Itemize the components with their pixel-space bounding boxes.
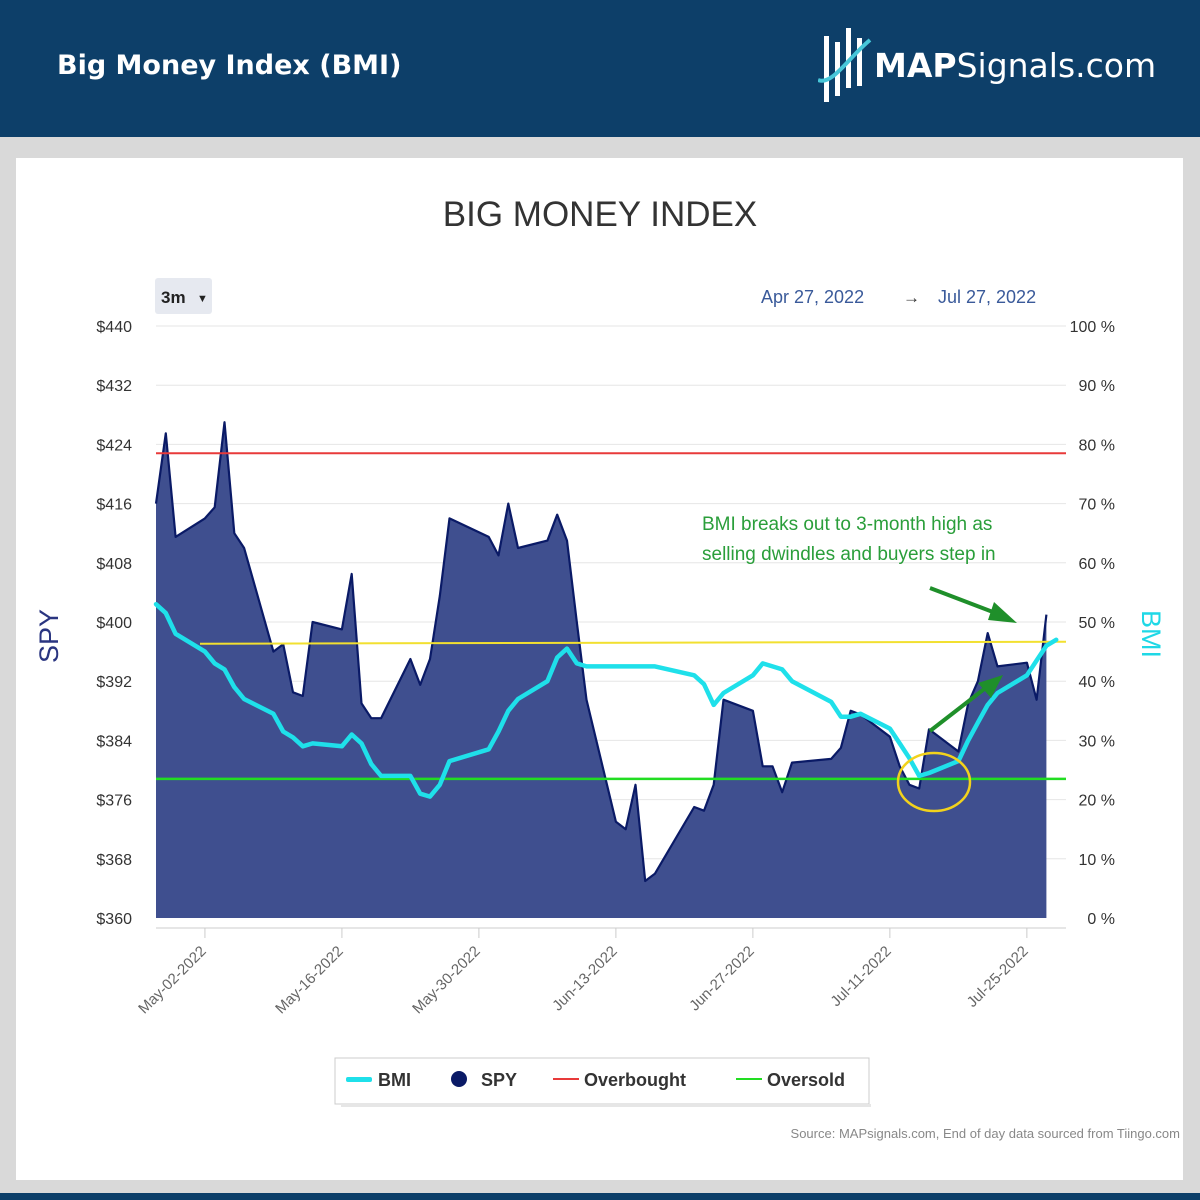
legend-item-spy[interactable]: SPY (451, 1070, 517, 1090)
x-tick-label: Jul-11-2022 (827, 943, 894, 1010)
legend-box: BMI SPY Overbought Oversold (334, 1057, 871, 1107)
legend-label-oversold: Oversold (767, 1070, 845, 1090)
y-tick-label: $368 (96, 852, 132, 869)
y-tick-label: $360 (96, 911, 132, 928)
breakout-level-line (199, 640, 1067, 645)
y2-tick-label: 80 % (1079, 437, 1115, 454)
chart-card: $440 $432 $424 $416 $408 $400 $392 $384 $376 $368… (16, 158, 1183, 1180)
date-range-end[interactable]: Jul 27, 2022 (938, 287, 1036, 307)
legend-item-bmi[interactable]: BMI (346, 1070, 411, 1090)
date-range-arrow: → (903, 288, 920, 307)
bmi-line (153, 601, 1059, 799)
y-tick-label: $408 (96, 556, 132, 573)
bottom-bar (0, 1193, 1200, 1200)
legend-label-bmi: BMI (378, 1070, 411, 1090)
annotation-line-2: selling dwindles and buyers step in (702, 544, 996, 565)
y2-tick-label: 90 % (1079, 378, 1115, 395)
spy-series (154, 421, 1048, 918)
annotation-arrow-upper (929, 586, 1017, 623)
page-title: Big Money Index (BMI) (57, 50, 402, 81)
legend-label-spy: SPY (481, 1070, 517, 1090)
legend-item-oversold[interactable]: Oversold (736, 1070, 845, 1090)
legend-label-overbought: Overbought (584, 1070, 686, 1090)
date-range-start[interactable]: Apr 27, 2022 (761, 287, 864, 307)
y2-axis-label: BMI (1136, 610, 1166, 658)
highlight-circle (896, 751, 972, 813)
source-note[interactable]: Source: MAPsignals.com, End of day data … (791, 1126, 1180, 1141)
brand-regular: Signals.com (956, 46, 1157, 85)
bmi-chart: $440 $432 $424 $416 $408 $400 $392 $384 $376 $368… (34, 195, 1180, 1141)
level-lines (156, 452, 1067, 781)
x-tick-label: May-02-2022 (135, 943, 210, 1018)
y2-tick-label: 10 % (1079, 852, 1115, 869)
y-tick-label: $424 (96, 437, 132, 454)
y2-tick-label: 60 % (1079, 556, 1115, 573)
y-tick-label: $376 (96, 793, 132, 810)
y-tick-label: $392 (96, 674, 132, 691)
y-axis-label: SPY (34, 609, 64, 663)
y-tick-label: $416 (96, 497, 132, 514)
mapsignals-logo[interactable]: MAPSignals.com (817, 28, 1158, 110)
chevron-down-icon: ▼ (197, 293, 208, 305)
range-selector[interactable]: 3m ▼ (155, 278, 212, 314)
legend-item-overbought[interactable]: Overbought (553, 1070, 686, 1090)
annotation-line-1: BMI breaks out to 3-month high as (702, 514, 992, 535)
y2-tick-label: 40 % (1079, 674, 1115, 691)
y-tick-label: $384 (96, 733, 132, 750)
y2-tick-label: 50 % (1079, 615, 1115, 632)
spy-area-fill (156, 422, 1047, 918)
y2-tick-label: 100 % (1070, 319, 1115, 336)
y-tick-label: $440 (96, 319, 132, 336)
chart-title: BIG MONEY INDEX (443, 195, 757, 234)
x-tick-label: Jun-27-2022 (686, 943, 758, 1015)
x-tick-label: May-30-2022 (409, 943, 484, 1018)
annotation-arrow-lower (928, 675, 1003, 733)
y-tick-label: $400 (96, 615, 132, 632)
range-selector-label: 3m (161, 288, 186, 307)
logo-icon (817, 28, 872, 102)
x-tick-label: Jun-13-2022 (549, 943, 621, 1015)
brand-text: MAPSignals.com (874, 46, 1156, 85)
y-tick-label: $432 (96, 378, 132, 395)
bmi-series (153, 601, 1059, 799)
header-bar: Big Money Index (BMI) MAPSignals.com (0, 0, 1200, 137)
y2-tick-label: 70 % (1079, 497, 1115, 514)
brand-bold: MAP (874, 46, 957, 85)
y2-tick-label: 20 % (1079, 793, 1115, 810)
x-tick-label: Jul-25-2022 (964, 943, 1032, 1011)
y2-tick-label: 0 % (1087, 911, 1115, 928)
x-tick-label: May-16-2022 (272, 943, 347, 1018)
y2-tick-label: 30 % (1079, 733, 1115, 750)
